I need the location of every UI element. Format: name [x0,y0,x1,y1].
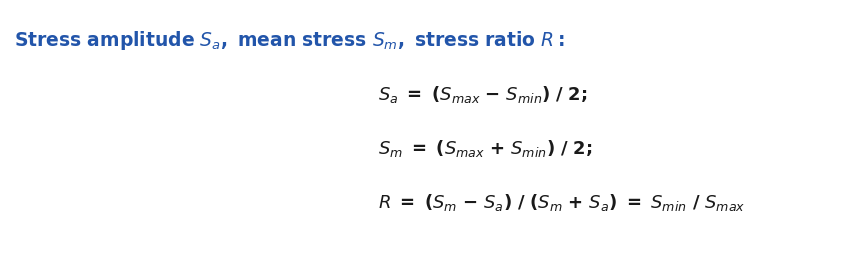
Text: $\mathit{S}_{m}\ \mathbf{=\ (}\mathit{S}_{max}\ \mathbf{+}\ \mathit{S}_{min}\mat: $\mathit{S}_{m}\ \mathbf{=\ (}\mathit{S}… [378,137,592,158]
Text: $\mathit{S}_{a}\ \mathbf{=\ (}\mathit{S}_{max}\ \mathbf{-}\ \mathit{S}_{min}\mat: $\mathit{S}_{a}\ \mathbf{=\ (}\mathit{S}… [378,83,588,104]
Text: $\mathbf{Stress\ amplitude}\ \mathit{S_{a}}\mathbf{,\ mean\ stress}\ \mathit{S_{: $\mathbf{Stress\ amplitude}\ \mathit{S_{… [14,29,565,52]
Text: $\mathit{R}\ \mathbf{=\ (}\mathit{S}_{m}\ \mathbf{-}\ \mathit{S}_{a}\mathbf{)\ /: $\mathit{R}\ \mathbf{=\ (}\mathit{S}_{m}… [378,192,745,212]
